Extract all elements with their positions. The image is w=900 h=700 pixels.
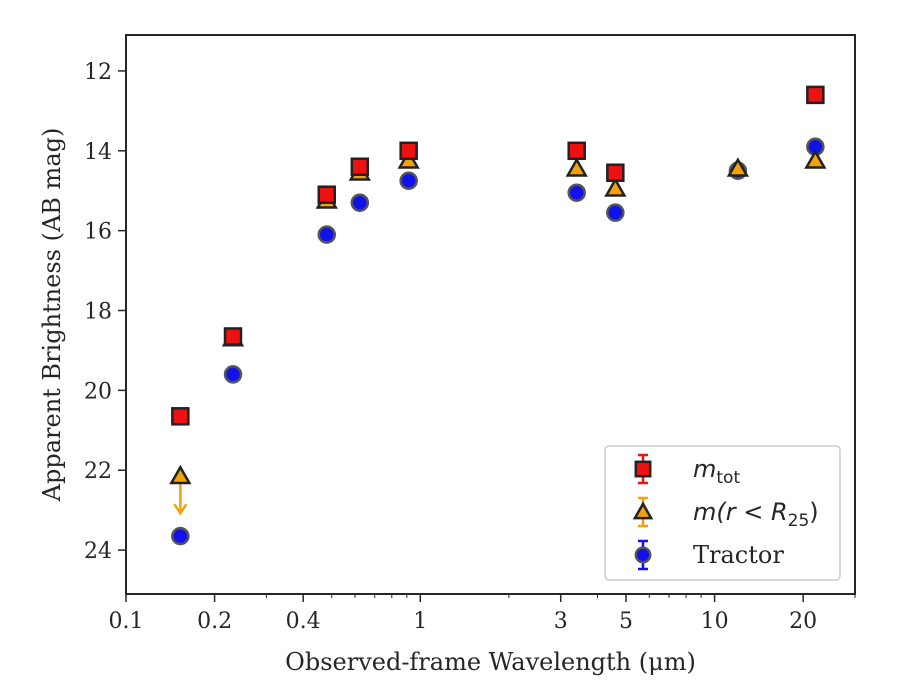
x-tick-label: 5	[619, 609, 633, 634]
data-point-square	[317, 185, 337, 204]
x-tick-label: 1	[413, 609, 427, 634]
y-tick-label: 20	[84, 379, 112, 404]
data-markers	[169, 85, 827, 546]
y-tick-label: 14	[84, 140, 112, 165]
legend-marker-square	[634, 460, 652, 478]
data-point-triangle	[726, 157, 750, 177]
legend: mtot m(r < R25) Tractor	[604, 445, 841, 581]
x-axis-label: Observed-frame Wavelength (μm)	[285, 648, 696, 676]
data-point-triangle	[804, 149, 827, 169]
data-point-circle	[317, 225, 337, 244]
legend-marker-triangle	[632, 501, 654, 520]
x-axis-ticks: 0.1 0.2 0.4 1 3 5 10 20	[109, 594, 856, 634]
data-point-circle	[399, 171, 418, 190]
data-point-square	[806, 85, 825, 105]
x-tick-label: 0.4	[286, 609, 321, 634]
data-point-square	[350, 157, 370, 177]
legend-label: m(r < R25)	[693, 498, 819, 531]
data-point-square	[171, 407, 190, 426]
legend-marker-circle	[634, 546, 652, 564]
data-point-circle	[350, 193, 370, 212]
legend-label: Tractor	[693, 541, 784, 569]
y-tick-label: 24	[84, 539, 112, 564]
x-tick-label: 10	[701, 609, 729, 634]
x-tick-label: 0.2	[197, 609, 232, 634]
data-point-triangle	[565, 157, 588, 177]
upper-limit-arrow-head	[173, 503, 188, 516]
y-tick-label: 16	[84, 220, 112, 245]
x-tick-label: 3	[554, 609, 568, 634]
data-point-square	[223, 327, 243, 346]
x-tick-label: 0.1	[109, 609, 144, 634]
legend-label: mtot	[693, 455, 740, 488]
data-point-square	[399, 141, 418, 161]
data-point-circle	[567, 183, 586, 202]
data-point-circle	[223, 365, 243, 384]
y-tick-label: 18	[84, 300, 112, 325]
y-axis-ticks: 12 14 16 18 20 22 24	[84, 60, 126, 564]
y-tick-label: 22	[84, 459, 112, 484]
x-tick-label: 20	[789, 609, 817, 634]
y-axis-label: Apparent Brightness (AB mag)	[38, 128, 66, 503]
data-point-circle	[171, 526, 190, 546]
data-point-circle	[606, 203, 625, 222]
plot-frame	[125, 34, 856, 595]
y-tick-label: 12	[84, 60, 112, 85]
legend-box	[604, 445, 841, 581]
data-point-square	[606, 163, 625, 183]
data-point-triangle	[604, 177, 627, 197]
data-point-square	[567, 141, 586, 161]
data-point-triangle	[169, 464, 192, 485]
